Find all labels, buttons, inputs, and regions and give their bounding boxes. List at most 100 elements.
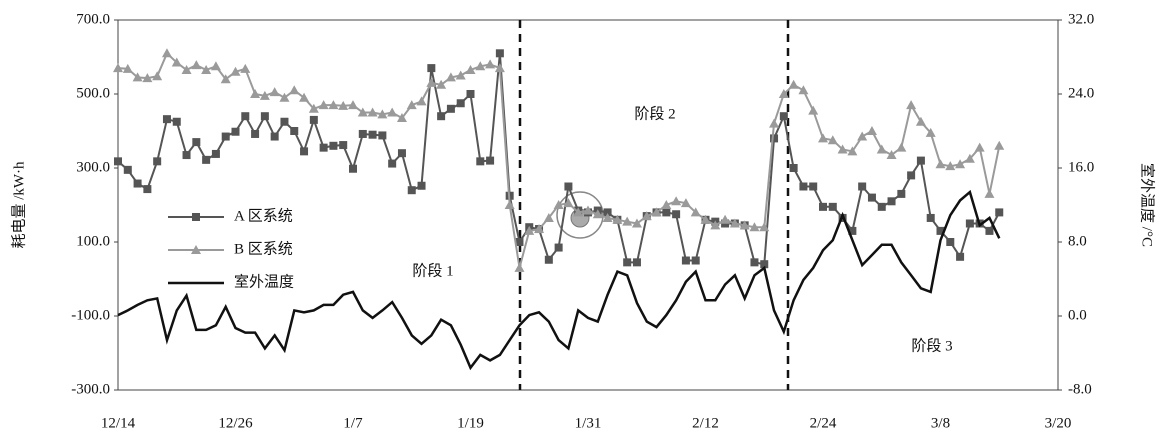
marker	[407, 186, 416, 195]
marker	[760, 260, 769, 269]
marker	[819, 202, 827, 211]
marker	[994, 140, 1005, 150]
marker	[534, 224, 545, 234]
marker	[622, 216, 633, 226]
marker	[475, 61, 486, 71]
marker	[524, 225, 535, 235]
marker	[397, 149, 406, 158]
marker	[446, 104, 455, 113]
marker	[318, 100, 329, 110]
marker	[495, 49, 504, 58]
marker	[553, 200, 564, 209]
marker	[290, 127, 299, 135]
marker	[202, 155, 211, 164]
marker	[210, 61, 221, 71]
y2-tick-label: 24.0	[1068, 85, 1094, 101]
marker	[964, 153, 975, 163]
marker	[269, 87, 280, 97]
marker	[877, 202, 886, 211]
marker	[486, 156, 495, 165]
marker	[788, 79, 799, 89]
marker	[632, 258, 641, 267]
marker	[122, 63, 133, 73]
marker	[907, 171, 916, 180]
marker	[769, 118, 780, 128]
y2-axis-label: 室外温度 /°C	[1139, 163, 1156, 247]
y2-tick-label: 8.0	[1068, 233, 1087, 249]
x-tick-label: 1/19	[457, 415, 484, 431]
marker	[132, 72, 143, 82]
marker	[603, 208, 612, 217]
marker	[367, 107, 378, 117]
marker	[329, 141, 338, 150]
marker	[515, 238, 524, 246]
marker	[349, 164, 357, 173]
marker	[240, 63, 251, 73]
marker	[142, 73, 153, 83]
annotation: 阶段 2	[634, 105, 675, 122]
annotation: 阶段 3	[911, 337, 952, 354]
marker	[437, 112, 446, 121]
x-tick-label: 3/8	[931, 415, 950, 431]
marker	[564, 182, 573, 191]
marker	[465, 64, 476, 74]
marker	[631, 218, 642, 228]
marker	[945, 161, 956, 171]
marker	[680, 198, 691, 208]
marker	[221, 132, 230, 141]
legend-marker	[191, 245, 201, 254]
marker	[339, 141, 348, 150]
marker	[995, 208, 1004, 217]
marker	[289, 85, 300, 95]
marker	[231, 127, 240, 136]
marker	[759, 222, 770, 232]
marker	[583, 205, 593, 215]
marker	[573, 207, 584, 217]
marker	[984, 188, 995, 198]
marker	[974, 142, 985, 152]
marker	[300, 147, 309, 156]
marker	[230, 66, 241, 76]
marker	[710, 220, 721, 230]
marker	[750, 258, 759, 267]
marker	[946, 238, 955, 246]
marker	[866, 126, 877, 135]
series-line	[117, 53, 1001, 266]
marker	[915, 116, 926, 126]
marker	[965, 219, 974, 228]
marker	[436, 79, 447, 89]
marker	[739, 220, 750, 230]
marker	[623, 258, 632, 267]
marker	[612, 214, 623, 224]
marker	[455, 70, 466, 80]
marker	[280, 117, 289, 126]
marker	[427, 64, 436, 73]
y2-tick-label: -8.0	[1068, 381, 1092, 397]
marker	[171, 57, 182, 67]
marker	[476, 157, 485, 166]
y-tick-label: -100.0	[71, 307, 110, 323]
marker	[897, 189, 906, 198]
marker	[445, 72, 456, 82]
y-axis-label: 耗电量 /kW·h	[10, 161, 27, 249]
legend-label: A 区系统	[234, 207, 293, 224]
series-line	[117, 189, 1001, 371]
plot-frame	[117, 19, 1059, 391]
marker	[466, 90, 475, 98]
legend-label: 室外温度	[234, 273, 294, 290]
marker	[270, 132, 279, 141]
y2-tick-label: 16.0	[1068, 159, 1094, 175]
marker	[700, 214, 711, 224]
marker	[251, 129, 260, 138]
marker	[662, 208, 671, 217]
marker	[935, 159, 946, 169]
marker	[592, 209, 603, 219]
marker	[671, 196, 682, 206]
marker	[985, 226, 994, 235]
marker	[152, 71, 163, 81]
y2-tick-label: 0.0	[1068, 307, 1087, 323]
marker	[543, 212, 554, 222]
marker	[250, 89, 261, 98]
series-line	[117, 51, 1001, 269]
